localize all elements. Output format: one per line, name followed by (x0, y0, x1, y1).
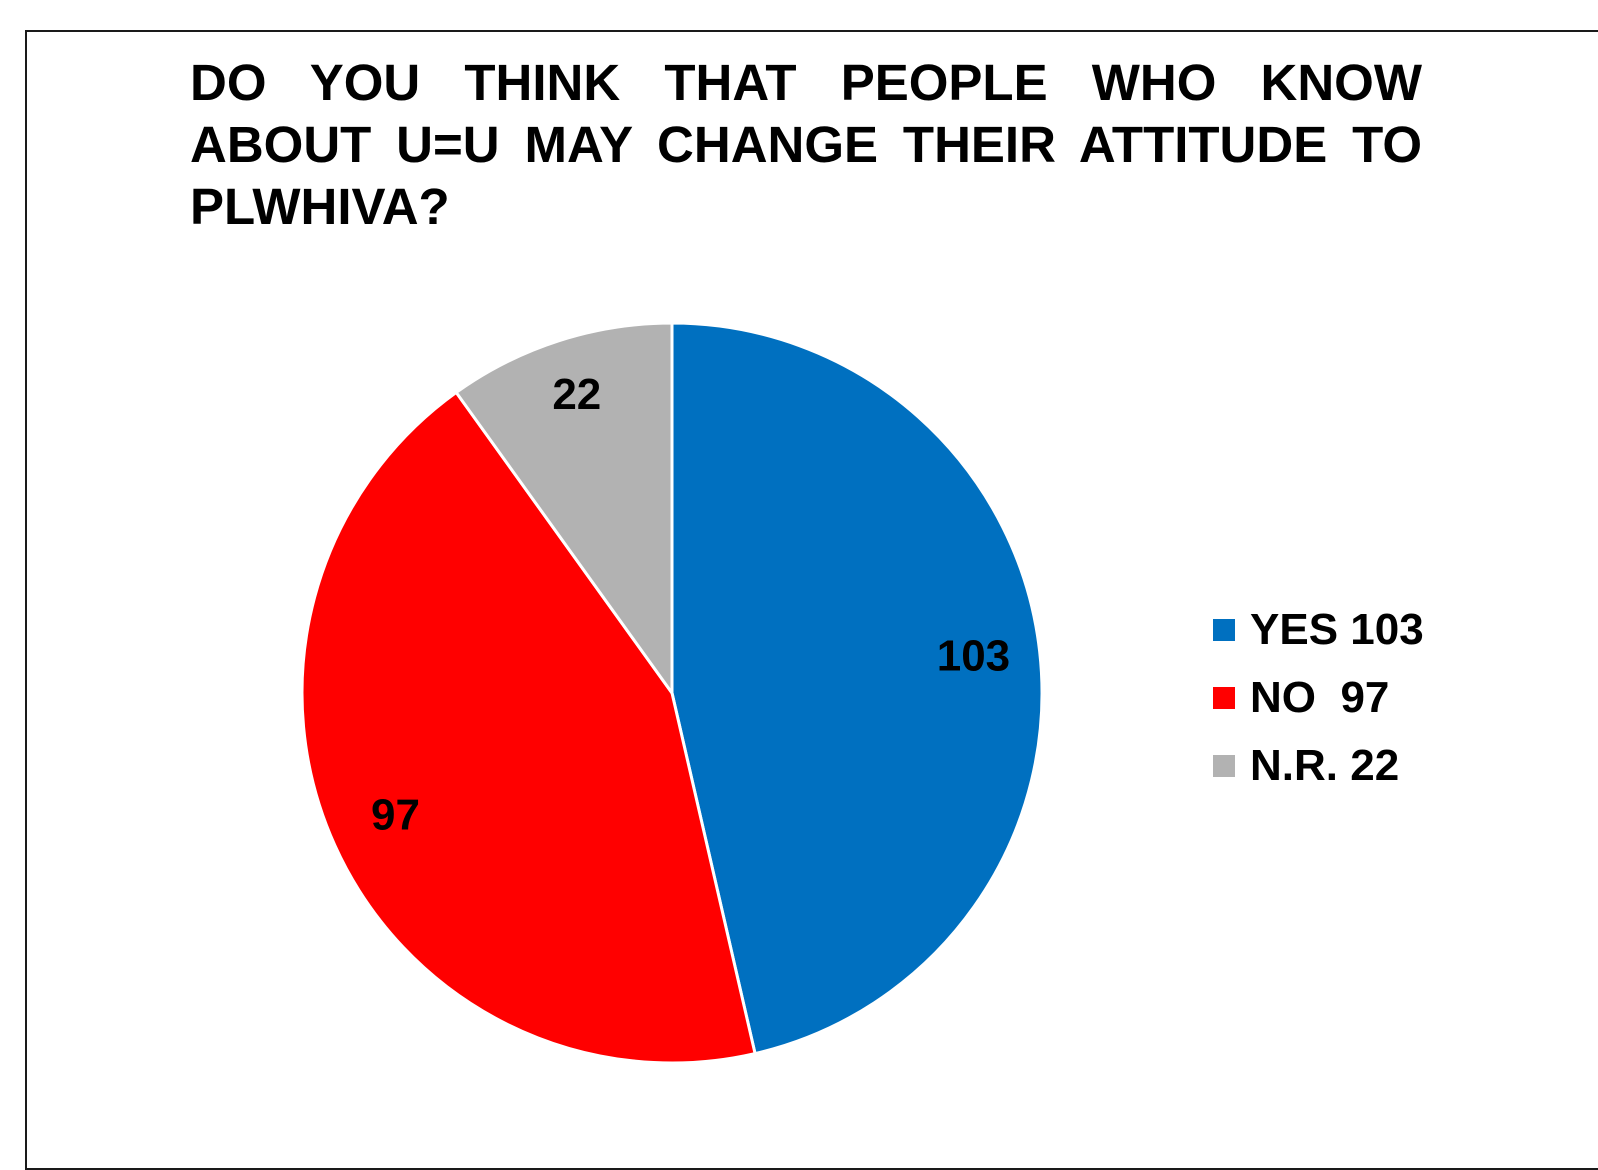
legend-item-no: NO 97 (1212, 664, 1424, 732)
legend-label-yes: YES 103 (1250, 605, 1424, 654)
data-label-no: 97 (371, 791, 420, 840)
chart-title: DO YOU THINK THAT PEOPLE WHO KNOW ABOUT … (190, 54, 1422, 235)
legend-swatch-nr (1212, 754, 1236, 778)
chart-legend: YES 103 NO 97 N.R. 22 (1212, 596, 1424, 800)
pie-slices (300, 321, 1044, 1065)
legend-swatch-yes (1212, 618, 1236, 642)
pie-slice-nr (454, 321, 674, 695)
legend-label-no: NO 97 (1250, 673, 1390, 722)
pie-slice-no (300, 390, 757, 1065)
pie-chart: 103 97 22 (300, 321, 1044, 1065)
legend-item-nr: N.R. 22 (1212, 732, 1424, 800)
pie-slice-yes (670, 321, 1044, 1056)
data-label-yes: 103 (937, 631, 1010, 680)
legend-label-nr: N.R. 22 (1250, 741, 1400, 790)
pie-data-labels: 103 97 22 (371, 370, 1010, 840)
data-label-nr: 22 (552, 370, 601, 419)
legend-item-yes: YES 103 (1212, 596, 1424, 664)
legend-swatch-no (1212, 686, 1236, 710)
